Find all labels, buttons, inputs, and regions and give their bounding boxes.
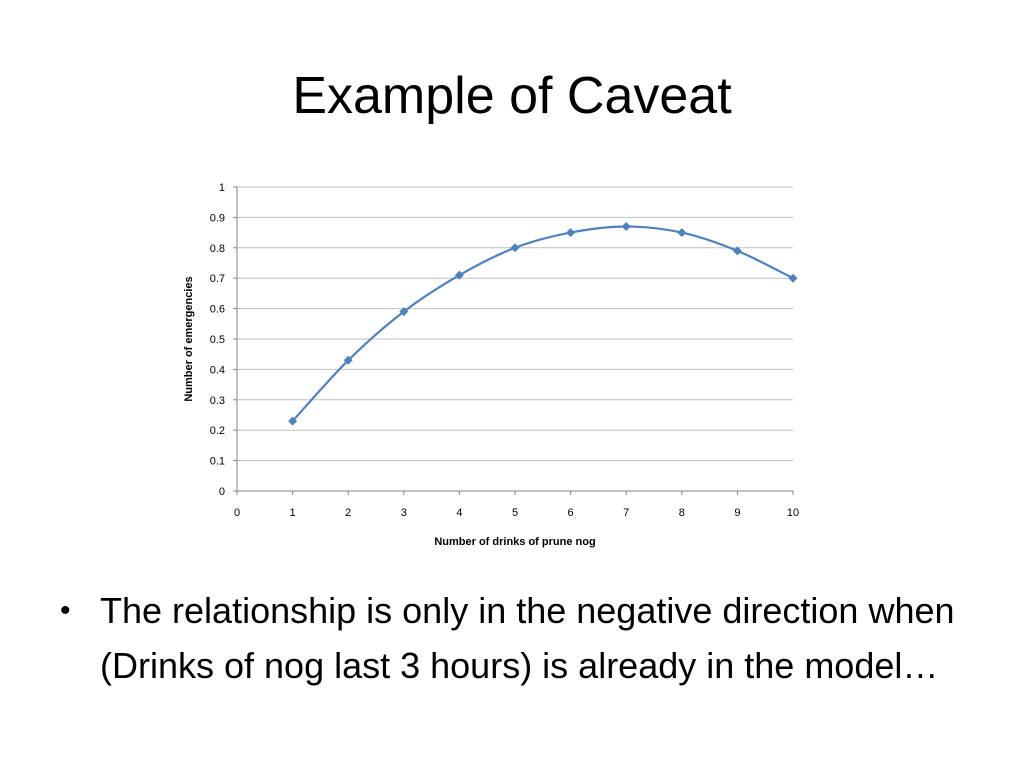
x-tick-label: 8 xyxy=(679,507,685,519)
gridlines xyxy=(237,186,793,462)
y-tick-label: 1 xyxy=(219,182,225,194)
data-point-marker xyxy=(288,416,298,426)
y-tick-label: 0.5 xyxy=(210,334,225,346)
y-tick-label: 0.1 xyxy=(210,456,225,468)
x-tick-label: 6 xyxy=(568,507,574,519)
axes xyxy=(233,186,794,495)
data-point-marker xyxy=(788,273,798,283)
y-tick-label: 0 xyxy=(219,486,225,498)
tick-labels: 00.10.20.30.40.50.60.70.80.910 1 2 3 4 5 6 7 8 9 1… xyxy=(210,182,799,519)
x-tick-label: 4 xyxy=(456,507,462,519)
y-tick-label: 0.4 xyxy=(210,364,225,376)
y-axis-title: Number of emergencies xyxy=(183,276,195,401)
y-tick-label: 0.8 xyxy=(210,243,225,255)
data-point-marker xyxy=(566,228,576,238)
data-point-marker xyxy=(677,228,687,238)
x-axis-title: Number of drinks of prune nog xyxy=(434,536,595,548)
bullet-text: The relationship is only in the negative… xyxy=(100,590,955,686)
series-line xyxy=(291,225,794,422)
y-tick-label: 0.6 xyxy=(210,304,225,316)
x-tick-label: 0 xyxy=(234,507,240,519)
y-tick-label: 0.3 xyxy=(210,395,225,407)
data-point-marker xyxy=(510,243,520,253)
x-tick-label: 9 xyxy=(734,507,740,519)
y-tick-label: 0.9 xyxy=(210,212,225,224)
x-tick-label: 10 xyxy=(787,507,799,519)
x-tick-label: 3 xyxy=(401,507,407,519)
data-point-marker xyxy=(732,246,742,256)
y-tick-label: 0.7 xyxy=(210,273,225,285)
slide-title: Example of Caveat xyxy=(292,67,732,125)
x-tick-label: 2 xyxy=(345,507,351,519)
series-markers xyxy=(288,222,798,426)
x-tick-label: 7 xyxy=(623,507,629,519)
y-tick-label: 0.2 xyxy=(210,425,225,437)
x-tick-label: 1 xyxy=(290,507,296,519)
bullet-dot: • xyxy=(60,594,71,627)
data-point-marker xyxy=(454,270,464,280)
data-point-marker xyxy=(621,222,631,232)
x-tick-label: 5 xyxy=(512,507,518,519)
data-point-marker xyxy=(399,307,409,317)
data-point-marker xyxy=(343,355,353,365)
